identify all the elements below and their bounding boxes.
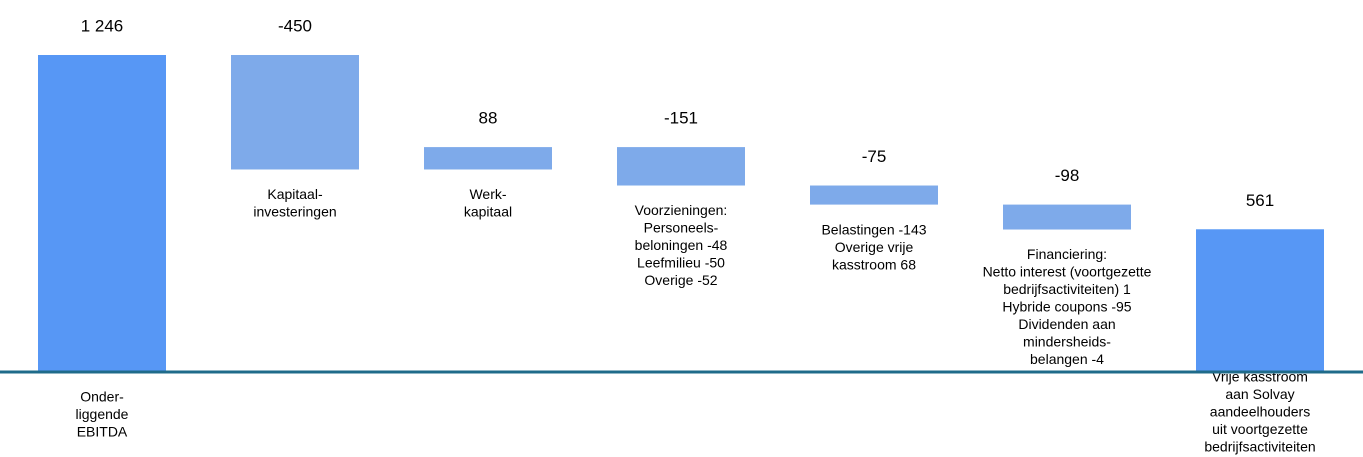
category-label: bedrijfsactiviteiten) 1 — [1003, 281, 1131, 297]
bar — [1196, 229, 1324, 372]
category-label: Dividenden aan — [1018, 316, 1115, 332]
bar — [617, 147, 745, 186]
category-label: uit voortgezette — [1212, 421, 1308, 437]
category-label: beloningen -48 — [635, 237, 728, 253]
category-label: Financiering: — [1027, 246, 1107, 262]
bar — [38, 55, 166, 372]
bar — [231, 55, 359, 170]
category-label: Leefmilieu -50 — [637, 255, 725, 271]
category-label: Netto interest (voortgezette — [983, 264, 1152, 280]
category-label: Onder- — [80, 389, 124, 405]
value-label: 561 — [1246, 191, 1274, 210]
value-label: 88 — [479, 109, 498, 128]
category-label: belangen -4 — [1030, 351, 1104, 367]
category-label: Werk- — [469, 186, 506, 202]
category-label: aan Solvay — [1225, 386, 1294, 402]
category-label: bedrijfsactiviteiten — [1204, 439, 1315, 455]
category-label: liggende — [76, 406, 129, 422]
category-label: aandeelhouders — [1210, 404, 1310, 420]
category-label: mindersheids- — [1023, 334, 1111, 350]
value-label: -151 — [664, 109, 698, 128]
category-label: Kapitaal- — [267, 186, 323, 202]
category-label: Overige vrije — [835, 239, 914, 255]
value-label: 1 246 — [81, 16, 124, 35]
bar — [810, 185, 938, 205]
category-label: Voorzieningen: — [635, 202, 728, 218]
category-label: Personeels- — [644, 220, 719, 236]
category-label: Belastingen -143 — [821, 221, 926, 237]
category-label: kasstroom 68 — [832, 256, 916, 272]
category-label: EBITDA — [77, 424, 128, 440]
category-label: kapitaal — [464, 204, 512, 220]
category-label: Overige -52 — [644, 272, 717, 288]
value-label: -450 — [278, 16, 312, 35]
bar — [424, 147, 552, 170]
value-label: -75 — [862, 147, 887, 166]
category-label: Hybride coupons -95 — [1002, 299, 1131, 315]
category-label: investeringen — [253, 204, 336, 220]
value-label: -98 — [1055, 166, 1080, 185]
bar — [1003, 204, 1131, 230]
